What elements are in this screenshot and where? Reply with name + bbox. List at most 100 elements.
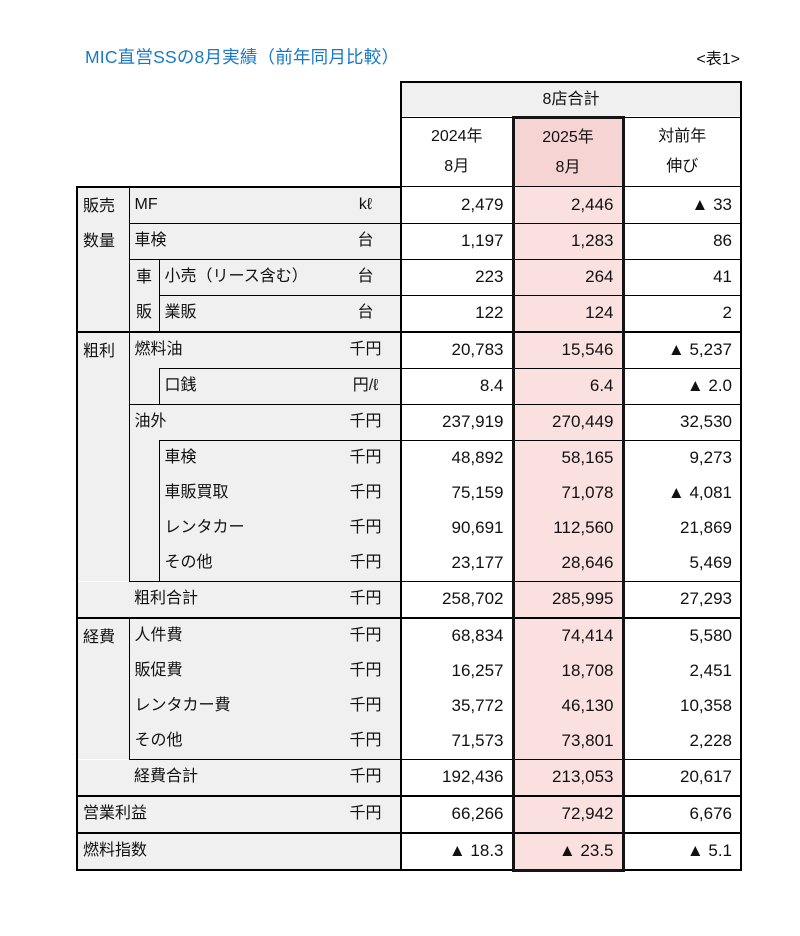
table-row-fuel-index: 燃料指数 ▲ 18.3 ▲ 23.5 ▲ 5.1	[76, 832, 742, 872]
value-2025: 74,414	[511, 617, 625, 654]
group-label-line2: 販	[135, 304, 152, 321]
row-label: 人件費	[129, 617, 331, 654]
unit-label: 千円	[331, 545, 401, 582]
header-spacer	[77, 82, 401, 118]
row-label: 経費合計	[76, 759, 331, 797]
unit-label: 円/ℓ	[331, 368, 401, 405]
value-2025: 58,165	[511, 440, 625, 476]
value-diff: 32,530	[623, 404, 742, 441]
row-label: 業販	[159, 295, 331, 333]
value-2025: 15,546	[511, 331, 625, 369]
table-row-subtotal: 経費合計 千円 192,436 213,053 20,617	[76, 759, 742, 797]
table-row: 車 販 小売（リース含む） 台 223 264 41	[77, 259, 742, 333]
unit-label: 千円	[331, 723, 401, 760]
value-2024: 35,772	[400, 688, 513, 724]
value-2025: 112,560	[511, 510, 625, 546]
unit-label: 千円	[331, 617, 401, 654]
row-label: 営業利益	[76, 795, 331, 834]
value-diff: 2,228	[623, 723, 742, 760]
table-row: 車検 千円 48,892 58,165 9,273	[77, 439, 742, 476]
group-label-sales-volume: 販売 数量	[76, 185, 130, 333]
unit-label: 千円	[331, 475, 401, 511]
row-label: 小売（リース含む）	[159, 259, 331, 296]
group-label-car-sales: 車 販	[129, 259, 160, 333]
value-2024: 8.4	[400, 368, 513, 405]
unit-label: 千円	[331, 404, 401, 441]
value-2024: 23,177	[400, 545, 513, 582]
header-store-total: 8店合計	[400, 81, 742, 118]
value-2024: 20,783	[400, 331, 513, 369]
value-2024: 68,834	[400, 617, 513, 654]
table-row: 油外 千円 237,919 270,449 32,530	[77, 404, 742, 441]
value-2025: 73,801	[511, 723, 625, 760]
table-row: 口銭 円/ℓ 8.4 6.4 ▲ 2.0	[77, 367, 742, 405]
value-2025: 285,995	[511, 581, 625, 619]
unit-label: 千円	[331, 510, 401, 546]
table-row: その他 千円 23,177 28,646 5,469	[77, 545, 742, 582]
header-row-years: 2024年 8月 2025年 8月 対前年 伸び	[77, 116, 742, 187]
value-2024: 192,436	[400, 759, 513, 797]
header-col-2024: 2024年 8月	[400, 117, 513, 187]
table-row: 粗利 燃料油 千円 20,783 15,546 ▲ 5,237	[76, 331, 742, 581]
header-row-total: 8店合計	[77, 81, 742, 118]
value-diff: ▲ 5.1	[623, 832, 742, 871]
group-label-expenses: 経費	[76, 617, 130, 759]
unit-label: 千円	[331, 795, 401, 834]
unit-label: 千円	[331, 440, 401, 476]
value-2024: 223	[400, 259, 513, 296]
value-diff: 5,580	[623, 617, 742, 654]
header-2025-year: 2025年	[542, 128, 594, 146]
table-row: 業販 台 122 124 2	[77, 295, 742, 333]
header-spacer	[77, 118, 401, 187]
value-2025: 46,130	[511, 688, 625, 724]
value-2025: 71,078	[511, 475, 625, 511]
value-2025: 264	[511, 259, 625, 296]
group-label-line1: 車	[135, 269, 152, 286]
indent-spacer	[129, 510, 159, 546]
value-diff: 86	[623, 223, 742, 260]
header-diff-line1: 対前年	[658, 128, 707, 145]
row-label: 販促費	[129, 653, 331, 689]
table-row-subtotal: 粗利合計 千円 258,702 285,995 27,293	[76, 581, 742, 619]
value-diff: 41	[623, 259, 742, 296]
value-2025: 28,646	[511, 545, 625, 582]
header-2024-month: 8月	[444, 158, 470, 175]
table-row: 経費 人件費 千円 68,834 74,414 5,580	[76, 617, 742, 759]
value-2025: ▲ 23.5	[511, 832, 625, 872]
table-row: 販売 数量 MF kℓ 2,479 2,446 ▲ 33	[76, 185, 742, 333]
value-2025: 6.4	[511, 368, 625, 405]
value-2025: 213,053	[511, 759, 625, 797]
value-diff: 10,358	[623, 688, 742, 724]
header-col-diff: 対前年 伸び	[623, 117, 742, 187]
indent-spacer	[129, 545, 159, 582]
table-row-operating-profit: 営業利益 千円 66,266 72,942 6,676	[76, 795, 742, 834]
group-label-line2: 数量	[83, 232, 116, 250]
indent-spacer	[129, 440, 159, 476]
value-2025: 124	[511, 295, 625, 333]
row-label: 燃料指数	[76, 832, 401, 871]
table-tag: <表1>	[696, 51, 740, 68]
value-diff: 2	[623, 295, 742, 333]
header-diff-line2: 伸び	[666, 158, 699, 175]
value-2024: 1,197	[400, 223, 513, 260]
row-label: その他	[129, 723, 331, 760]
row-label: 口銭	[158, 367, 331, 405]
unit-label: 千円	[331, 331, 401, 369]
header-2025-month: 8月	[555, 158, 581, 176]
table-row: 販促費 千円 16,257 18,708 2,451	[77, 653, 742, 689]
unit-label: 千円	[331, 759, 401, 797]
value-2025: 270,449	[511, 404, 625, 441]
value-2025: 18,708	[511, 653, 625, 689]
row-label: 粗利合計	[76, 581, 331, 619]
group-label-line1: 販売	[83, 197, 116, 215]
value-2024: 122	[400, 295, 513, 333]
title-bar: MIC直営SSの8月実績（前年同月比較） <表1>	[76, 44, 740, 69]
table-row: レンタカー 千円 90,691 112,560 21,869	[77, 510, 742, 546]
value-diff: ▲ 33	[623, 186, 742, 224]
unit-label: 台	[331, 259, 401, 296]
results-table: 8店合計 2024年 8月 2025年 8月 対前年 伸び 販売 数量 MF k…	[76, 81, 742, 872]
row-label: MF	[129, 185, 331, 224]
value-diff: 20,617	[623, 759, 742, 797]
indent-spacer	[129, 368, 159, 405]
row-label: 車検	[129, 223, 331, 260]
